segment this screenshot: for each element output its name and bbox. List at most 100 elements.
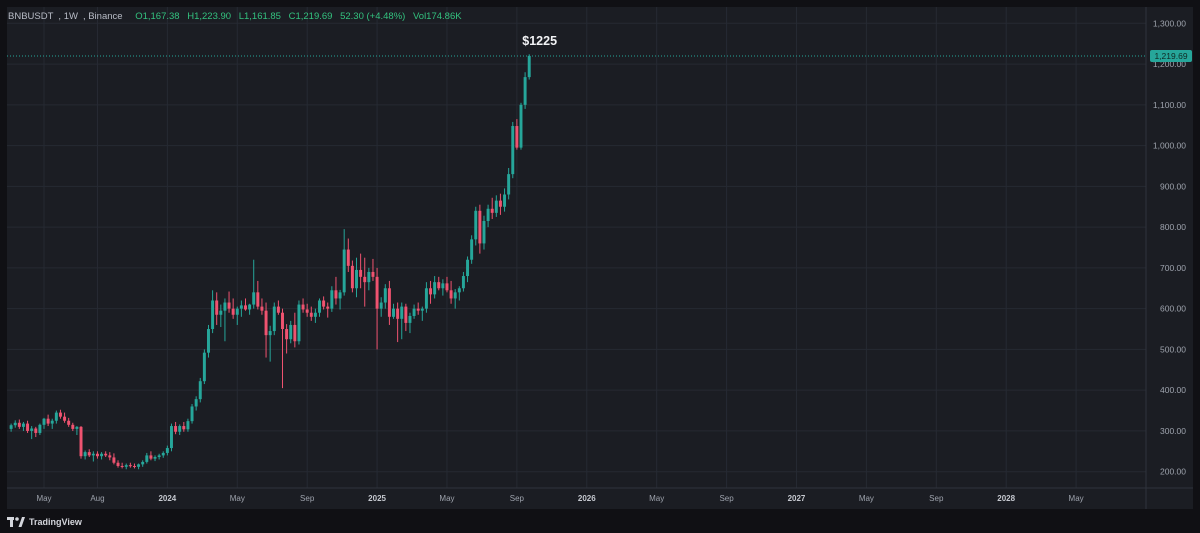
candle-down [17,422,21,427]
candle-down [429,288,433,295]
candle-down [112,457,116,463]
time-tick-label: May [230,494,245,503]
candles [9,54,531,470]
candle-up [289,324,293,340]
candle-down [215,300,219,315]
last-price-tag [1150,50,1192,63]
candle-down [334,290,338,299]
candle-up [453,292,457,299]
candle-up [379,302,383,309]
candle-up [318,300,321,313]
time-tick-label: Sep [510,494,525,503]
candle-up [466,259,470,277]
price-tick-label: 800.00 [1160,222,1186,232]
grid [7,7,1146,488]
candle-up [198,381,202,400]
candle-up [474,210,478,240]
candle-up [507,174,511,195]
price-tick-label: 1,200.00 [1153,59,1186,69]
price-tick-label: 500.00 [1160,344,1186,354]
price-tick-label: 300.00 [1160,426,1186,436]
candle-up [161,452,165,456]
candle-up [141,461,145,465]
candle-down [34,428,38,433]
candle-down [95,453,99,457]
candle-down [346,249,350,266]
candle-down [396,308,400,319]
candle-down [309,312,313,317]
high-value: H1,223.90 [187,11,232,22]
symbol-info-bar: BNBUSDT, 1W, Binance O1,167.38 H1,223.90… [8,11,467,22]
price-annotation: $1225 [522,34,557,48]
time-tick-label: May [1069,494,1084,503]
candle-up [248,304,252,310]
candle-up [342,249,346,293]
candle-down [227,302,231,309]
candle-down [108,455,112,458]
candle-up [239,305,243,309]
price-axis[interactable]: 200.00 300.00 400.00 500.00 600.00 700.00 800.… [1153,18,1186,476]
candle-up [392,308,396,317]
candle-down [26,423,30,431]
time-tick-label: May [439,494,454,503]
symbol-info[interactable]: BNBUSDT, 1W, Binance [8,11,123,22]
candle-up [137,464,141,467]
candle-down [305,309,309,313]
candle-up [83,452,87,457]
candle-up [38,424,42,433]
candle-up [527,55,531,78]
candle-up [178,426,182,432]
last-price-label: 1,219.69 [1154,51,1187,61]
tradingview-logo[interactable]: TradingView [7,515,82,529]
candle-down [67,420,71,425]
candle-down [515,126,519,148]
candle-up [412,308,416,316]
candle-up [461,276,465,289]
candle-up [235,308,239,315]
close-value: C1,219.69 [288,11,333,22]
candle-up [157,455,161,458]
candle-up [441,283,445,289]
candle-down [149,455,153,459]
candle-down [437,282,441,289]
low-value: L1,161.85 [238,11,281,22]
candle-down [182,426,186,430]
price-tick-label: 1,100.00 [1153,100,1186,110]
time-axis[interactable]: May Aug 2024 May Sep 2025 May Sep 2026 May Sep 2027… [36,494,1083,503]
price-tick-label: 400.00 [1160,385,1186,395]
price-tick-label: 1,000.00 [1153,141,1186,151]
candle-up [268,331,272,336]
candle-up [100,453,104,457]
price-tick-label: 600.00 [1160,304,1186,314]
symbol-name[interactable]: BNBUSDT [8,11,54,22]
open-value: O1,167.38 [135,11,180,22]
candle-down [350,265,354,289]
candle-down [281,312,284,330]
candle-down [120,465,124,467]
candle-up [124,465,128,467]
candle-up [408,315,412,323]
candle-up [54,412,58,421]
candle-up [486,208,490,222]
candle-down [404,306,408,323]
candle-up [511,126,515,175]
candle-down [285,329,289,340]
interval-label[interactable]: 1W [63,11,78,22]
candle-up [482,221,486,244]
candle-up [194,399,198,407]
candle-up [330,290,334,309]
candle-up [383,288,387,303]
price-tick-label: 200.00 [1160,467,1186,477]
candle-up [400,306,404,319]
candle-down [260,306,264,311]
candle-up [91,453,95,456]
candle-down [231,308,235,315]
candle-up [21,423,25,427]
time-tick-label: Aug [90,494,104,503]
time-tick-label: 2026 [578,494,596,503]
time-tick-label: May [859,494,874,503]
price-tick-label: 1,300.00 [1153,18,1186,28]
candle-down [128,465,132,467]
